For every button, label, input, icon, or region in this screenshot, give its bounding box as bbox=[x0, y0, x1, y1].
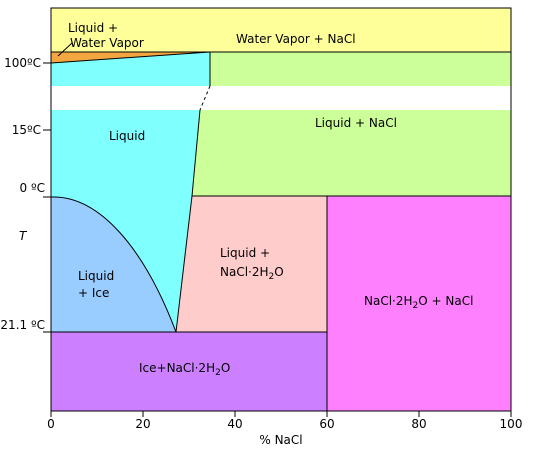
boundary-solubility-lower bbox=[191, 109, 201, 197]
region-dihydrate-nacl bbox=[327, 196, 511, 411]
label-liquid-dihydrate-2: NaCl·2H2O bbox=[220, 265, 284, 282]
label-liquid-water-vapor-2: Water Vapor bbox=[70, 36, 144, 50]
boundary-freezing-curve bbox=[50, 196, 177, 333]
y-tick-label-0: 0 ºC bbox=[20, 181, 45, 195]
x-tick-label-100: 100 bbox=[500, 417, 523, 431]
y-axis-symbol: T bbox=[19, 229, 28, 243]
x-tick-label-60: 60 bbox=[319, 417, 334, 431]
x-axis: 0 20 40 60 80 100 % NaCl bbox=[47, 411, 522, 447]
x-tick-label-0: 0 bbox=[47, 417, 55, 431]
y-tick-label-100: 100ºC bbox=[4, 56, 41, 70]
region-liquid-nacl bbox=[192, 110, 511, 196]
x-tick-label-80: 80 bbox=[411, 417, 426, 431]
region-liquid bbox=[51, 110, 200, 332]
label-dihydrate-nacl: NaCl·2H2O + NaCl bbox=[364, 294, 473, 311]
boundary-boiling-curve bbox=[50, 51, 211, 64]
label-liquid-ice-2: + Ice bbox=[78, 286, 109, 300]
region-liquid-nacl-upper bbox=[210, 52, 511, 86]
x-tick-label-20: 20 bbox=[135, 417, 150, 431]
label-liquid-dihydrate-1: Liquid + bbox=[220, 246, 270, 260]
boundary-axis-break-dashed bbox=[199, 85, 211, 111]
x-tick-label-40: 40 bbox=[227, 417, 242, 431]
label-liquid-water-vapor-1: Liquid + bbox=[68, 21, 118, 35]
y-tick-label-minus21: -21.1 ºC bbox=[0, 318, 45, 332]
y-axis: 100ºC 15ºC 0 ºC -21.1 ºC T bbox=[0, 56, 51, 333]
axis-break-band bbox=[51, 86, 511, 110]
label-liquid-nacl: Liquid + NaCl bbox=[315, 116, 397, 130]
region-ice-dihydrate bbox=[51, 332, 327, 411]
x-axis-title: % NaCl bbox=[259, 433, 302, 447]
label-liquid-ice-1: Liquid bbox=[78, 269, 114, 283]
label-leader-line bbox=[57, 42, 73, 57]
boundary-dihydrate-liquidus bbox=[175, 195, 193, 333]
region-liquid-ice bbox=[51, 196, 176, 332]
region-liquid-dihydrate bbox=[176, 196, 327, 332]
label-water-vapor-nacl: Water Vapor + NaCl bbox=[236, 32, 356, 46]
region-water-vapor-nacl bbox=[51, 8, 511, 52]
label-ice-dihydrate: Ice+NaCl·2H2O bbox=[139, 361, 230, 378]
plot-frame bbox=[50, 7, 512, 412]
label-liquid: Liquid bbox=[109, 129, 145, 143]
phase-boundaries bbox=[50, 51, 511, 411]
y-tick-label-15: 15ºC bbox=[12, 123, 41, 137]
